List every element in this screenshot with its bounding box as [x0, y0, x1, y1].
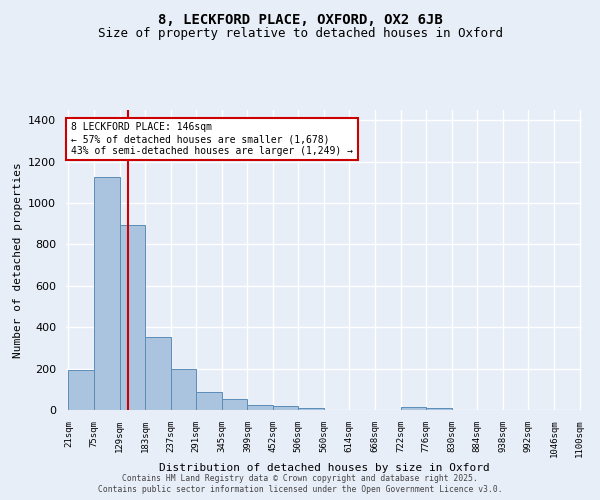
- Text: Contains HM Land Registry data © Crown copyright and database right 2025.
Contai: Contains HM Land Registry data © Crown c…: [98, 474, 502, 494]
- Bar: [272, 406, 298, 410]
- X-axis label: Distribution of detached houses by size in Oxford: Distribution of detached houses by size …: [158, 463, 490, 473]
- Bar: [119, 225, 145, 410]
- Y-axis label: Number of detached properties: Number of detached properties: [13, 162, 23, 358]
- Bar: [145, 337, 171, 410]
- Bar: [94, 176, 119, 410]
- Bar: [196, 392, 222, 410]
- Bar: [247, 406, 272, 410]
- Bar: [68, 370, 94, 410]
- Bar: [222, 399, 247, 410]
- Bar: [171, 369, 196, 410]
- Bar: [426, 408, 452, 410]
- Text: 8, LECKFORD PLACE, OXFORD, OX2 6JB: 8, LECKFORD PLACE, OXFORD, OX2 6JB: [158, 12, 442, 26]
- Bar: [401, 407, 426, 410]
- Bar: [298, 408, 324, 410]
- Text: 8 LECKFORD PLACE: 146sqm
← 57% of detached houses are smaller (1,678)
43% of sem: 8 LECKFORD PLACE: 146sqm ← 57% of detach…: [71, 122, 353, 156]
- Text: Size of property relative to detached houses in Oxford: Size of property relative to detached ho…: [97, 28, 503, 40]
